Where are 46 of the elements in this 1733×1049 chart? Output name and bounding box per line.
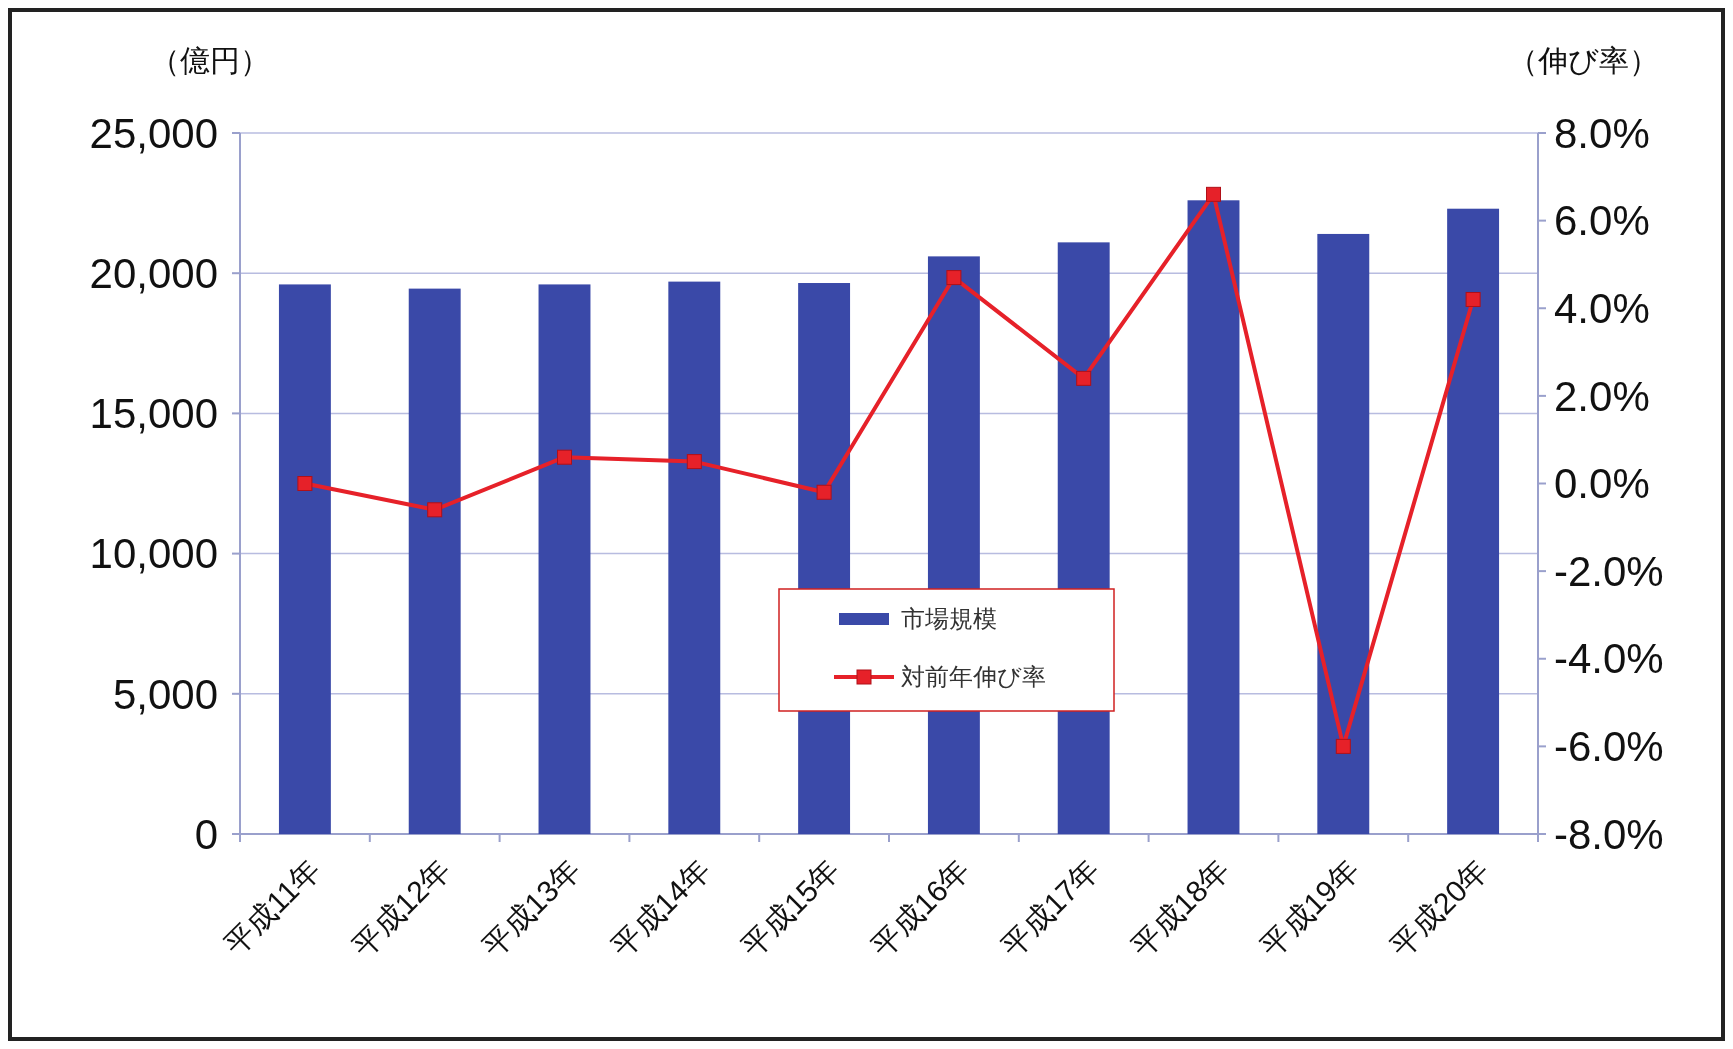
y2-tick-label: 8.0% (1554, 109, 1650, 157)
point (1076, 370, 1092, 386)
bar (1187, 200, 1240, 834)
y-axis-title: （億円） (150, 44, 270, 77)
bar (1317, 233, 1370, 834)
point (297, 476, 313, 491)
x-tick-label: 平成18年 (1124, 852, 1236, 963)
x-tick-label: 平成17年 (994, 852, 1106, 963)
point (427, 502, 443, 518)
y2-tick-label: -6.0% (1554, 723, 1664, 771)
y-tick-label: 0 (194, 810, 218, 858)
point (557, 449, 572, 465)
point (686, 454, 702, 470)
x-tick-label: 平成13年 (475, 852, 587, 963)
y-tick-label: 25,000 (89, 109, 218, 157)
point (1206, 186, 1221, 202)
x-tick-label: 平成11年 (217, 852, 327, 962)
x-tick-label: 平成20年 (1384, 852, 1495, 963)
y2-tick-label: 6.0% (1554, 197, 1650, 245)
y2-tick-label: 4.0% (1554, 284, 1650, 332)
y2-axis-title: （伸び率） (1508, 44, 1659, 77)
x-tick-label: 平成16年 (864, 852, 976, 963)
legend-label: 市場規模 (901, 605, 997, 633)
bar (538, 284, 591, 834)
x-tick-label: 平成19年 (1254, 852, 1365, 963)
y2-tick-label: -8.0% (1554, 810, 1664, 858)
y2-tick-label: -4.0% (1554, 635, 1664, 683)
y2-tick-label: 2.0% (1554, 372, 1650, 420)
point (946, 270, 962, 286)
x-tick-label: 平成15年 (735, 852, 846, 963)
point (816, 484, 832, 500)
x-tick-label: 平成14年 (605, 852, 716, 963)
y-tick-label: 5,000 (112, 670, 218, 718)
bar (668, 281, 721, 834)
bar (1447, 208, 1500, 834)
point (1465, 291, 1481, 307)
bar (408, 288, 461, 834)
y-tick-label: 20,000 (89, 249, 218, 297)
y-tick-label: 15,000 (89, 390, 218, 438)
y2-tick-label: -2.0% (1554, 547, 1664, 595)
x-tick-label: 平成12年 (345, 852, 457, 963)
bar (278, 284, 331, 834)
y-tick-label: 10,000 (89, 530, 218, 578)
y2-tick-label: 0.0% (1554, 460, 1650, 508)
point (1335, 738, 1351, 754)
legend-label: 対前年伸び率 (901, 663, 1046, 691)
